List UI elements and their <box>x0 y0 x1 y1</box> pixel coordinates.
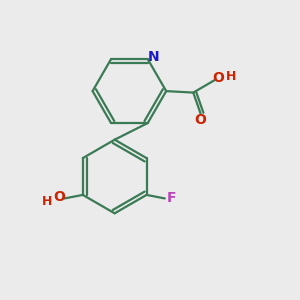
Text: O: O <box>212 71 224 85</box>
Text: F: F <box>167 191 176 206</box>
Text: H: H <box>226 70 236 83</box>
Text: O: O <box>195 113 207 127</box>
Text: O: O <box>53 190 65 204</box>
Text: H: H <box>42 195 52 208</box>
Text: N: N <box>147 50 159 64</box>
